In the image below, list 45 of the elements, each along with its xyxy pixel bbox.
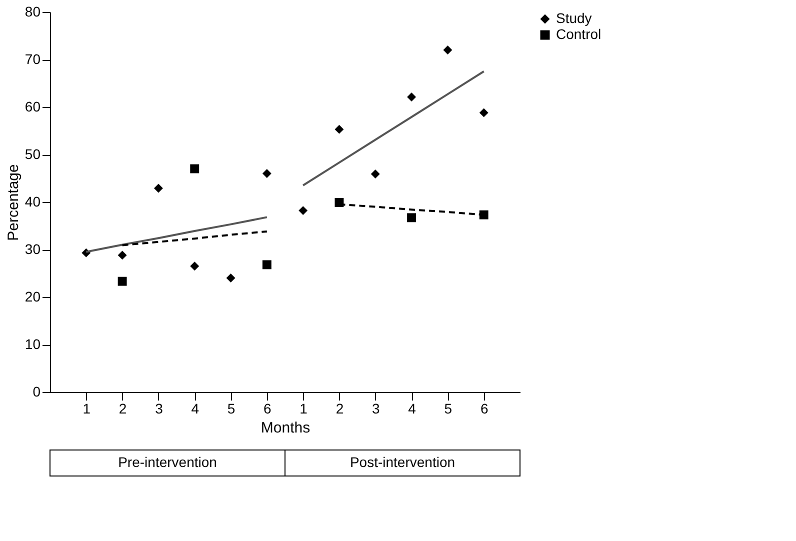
- point: [262, 169, 272, 178]
- y-axis-title: Percentage: [4, 164, 22, 241]
- x-tick-label: 5: [227, 400, 236, 416]
- y-tick-label: 50: [24, 146, 41, 162]
- point: [118, 250, 127, 260]
- y-tick-label: 20: [24, 288, 41, 304]
- legend-label: Control: [556, 26, 602, 42]
- point: [298, 206, 308, 216]
- y-tick-label: 80: [24, 4, 41, 20]
- point: [370, 170, 380, 178]
- y-tick-label: 0: [32, 384, 41, 400]
- point: [479, 108, 488, 118]
- x-tick-label: 4: [191, 400, 200, 416]
- point: [226, 274, 236, 282]
- point: [154, 184, 163, 193]
- legend-label: Study: [556, 10, 592, 26]
- y-tick-label: 40: [24, 194, 41, 210]
- text: Post-intervention: [350, 454, 456, 470]
- x-tick-label: 3: [372, 400, 380, 416]
- point: [479, 210, 488, 220]
- y-tick-label: 60: [24, 98, 41, 114]
- point: [443, 46, 452, 54]
- point: [118, 276, 127, 286]
- x-tick-label: 2: [118, 400, 127, 416]
- x-tick-label: 6: [480, 400, 488, 416]
- point: [262, 260, 272, 270]
- y-tick-label: 70: [24, 51, 41, 67]
- point: [334, 124, 344, 134]
- x-axis-title: Months: [260, 420, 310, 436]
- x-tick-label: 4: [408, 400, 416, 416]
- x-tick-label: 5: [444, 400, 452, 416]
- point: [190, 164, 200, 174]
- x-tick-label: 1: [300, 400, 308, 416]
- x-tick-label: 6: [264, 400, 272, 416]
- y-tick-label: 30: [24, 241, 41, 257]
- point: [407, 92, 416, 102]
- text: Pre-intervention: [118, 454, 217, 470]
- point: [407, 213, 416, 222]
- line-series: [121, 230, 268, 246]
- point: [190, 262, 200, 271]
- y-tick-label: 10: [24, 336, 41, 352]
- line-series: [302, 70, 485, 186]
- x-tick-label: 3: [155, 400, 164, 416]
- x-tick-label: 2: [336, 400, 344, 416]
- x-tick-label: 1: [82, 400, 91, 416]
